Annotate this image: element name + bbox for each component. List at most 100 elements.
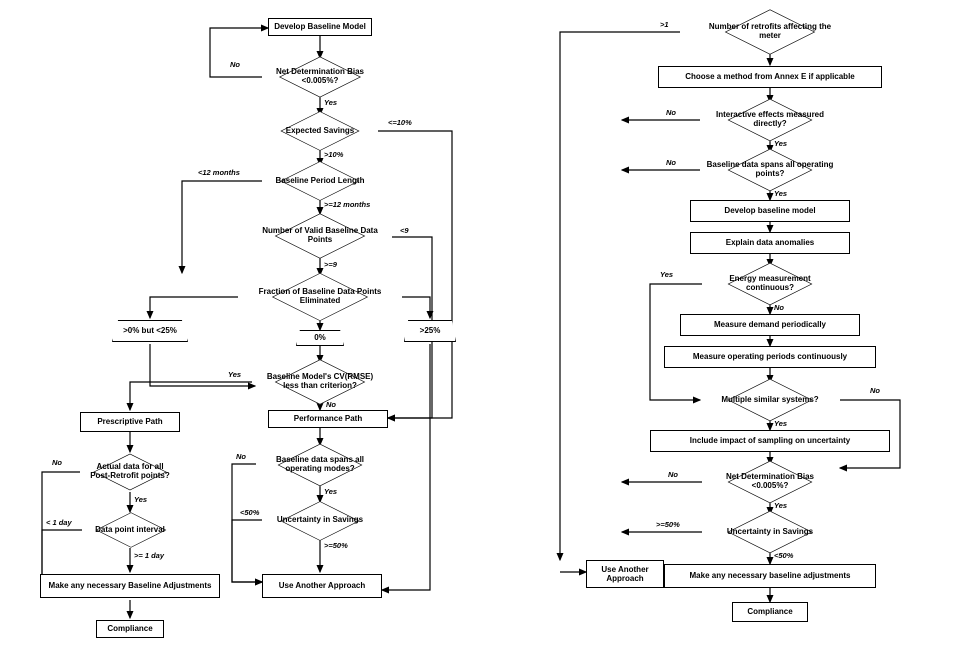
node-compliance-left: Compliance: [96, 620, 164, 638]
node-trap-0-25: >0% but <25%: [112, 320, 188, 342]
node-use-another-left: Use Another Approach: [262, 574, 382, 598]
label: Number of Valid Baseline Data Points: [248, 214, 392, 258]
label: Develop Baseline Model: [274, 22, 366, 31]
edge-label: No: [870, 386, 880, 395]
node-prescriptive-path: Prescriptive Path: [80, 412, 180, 432]
edge-label: No: [668, 470, 678, 479]
edge-label: <12 months: [198, 168, 240, 177]
node-multiple-systems: Multiple similar systems?: [698, 382, 842, 418]
edge-label: No: [774, 303, 784, 312]
edge-label: Yes: [774, 501, 787, 510]
label: Baseline data spans all operating points…: [698, 152, 842, 188]
edge-label: >10%: [324, 150, 343, 159]
label: Performance Path: [294, 414, 362, 423]
edge-label: No: [52, 458, 62, 467]
node-baseline-spans-points: Baseline data spans all operating points…: [698, 152, 842, 188]
node-trap-25: >25%: [404, 320, 456, 342]
label: Baseline Model's CV(RMSE) less than crit…: [250, 362, 390, 402]
node-retrofits-count: Number of retrofits affecting the meter: [694, 14, 846, 50]
edge-label: Yes: [134, 495, 147, 504]
node-compliance-right: Compliance: [732, 602, 808, 622]
label: Uncertainty in Savings: [700, 514, 840, 550]
edge-label: <50%: [774, 551, 793, 560]
edge-label: No: [230, 60, 240, 69]
label: Multiple similar systems?: [698, 382, 842, 418]
node-explain-anomalies: Explain data anomalies: [690, 232, 850, 254]
flowchart-canvas: Develop Baseline Model Net Determination…: [0, 0, 980, 669]
label: Develop baseline model: [724, 206, 815, 215]
edge-label: <50%: [240, 508, 259, 517]
edge-label: <=10%: [388, 118, 412, 127]
label: Explain data anomalies: [726, 238, 814, 247]
edge-label: >=50%: [656, 520, 680, 529]
label: Baseline Period Length: [262, 165, 378, 198]
label: Net Determination Bias <0.005%?: [700, 464, 840, 500]
node-expected-savings: Expected Savings: [262, 115, 378, 148]
label: Energy measurement continuous?: [698, 266, 842, 302]
label: Compliance: [747, 607, 792, 616]
node-measure-demand: Measure demand periodically: [680, 314, 860, 336]
node-fraction-eliminated: Fraction of Baseline Data Points Elimina…: [236, 275, 404, 319]
label: Expected Savings: [262, 115, 378, 148]
label: Compliance: [107, 624, 152, 633]
label: Data point interval: [80, 512, 180, 548]
edge-label: Yes: [324, 98, 337, 107]
edge-label: Yes: [324, 487, 337, 496]
edge-label: >=12 months: [324, 200, 370, 209]
label: Include impact of sampling on uncertaint…: [690, 436, 850, 445]
label: Number of retrofits affecting the meter: [694, 14, 846, 50]
node-trap-0: 0%: [296, 330, 344, 346]
node-data-point-interval: Data point interval: [80, 512, 180, 548]
label: >0% but <25%: [123, 326, 177, 335]
edge-label: No: [236, 452, 246, 461]
node-measure-periods: Measure operating periods continuously: [664, 346, 876, 368]
label: Use Another Approach: [279, 581, 366, 590]
edge-label: >1: [660, 20, 669, 29]
label: Use Another Approach: [589, 565, 661, 583]
label: Actual data for all Post-Retrofit points…: [78, 452, 182, 492]
node-net-bias-right: Net Determination Bias <0.005%?: [700, 464, 840, 500]
label: Baseline data spans all operating modes?: [254, 445, 386, 485]
edge-label: No: [666, 108, 676, 117]
label: Interactive effects measured directly?: [698, 102, 842, 138]
edge-label: No: [326, 400, 336, 409]
node-sampling-impact: Include impact of sampling on uncertaint…: [650, 430, 890, 452]
node-baseline-period-length: Baseline Period Length: [262, 165, 378, 198]
edge-label: Yes: [774, 189, 787, 198]
label: Measure demand periodically: [714, 320, 826, 329]
node-uncertainty-savings-left: Uncertainty in Savings: [260, 502, 380, 538]
node-uncertainty-right: Uncertainty in Savings: [700, 514, 840, 550]
label: >25%: [420, 326, 441, 335]
label: Make any necessary baseline adjustments: [690, 571, 851, 580]
edge-label: >= 1 day: [134, 551, 164, 560]
label: Make any necessary Baseline Adjustments: [49, 581, 212, 590]
edge-label: >=50%: [324, 541, 348, 550]
node-interactive-effects: Interactive effects measured directly?: [698, 102, 842, 138]
edge-label: No: [666, 158, 676, 167]
label: Uncertainty in Savings: [260, 502, 380, 538]
node-annex-e: Choose a method from Annex E if applicab…: [658, 66, 882, 88]
node-performance-path: Performance Path: [268, 410, 388, 428]
label: Net Determination Bias <0.005%?: [262, 58, 378, 96]
node-net-bias: Net Determination Bias <0.005%?: [262, 58, 378, 96]
label: 0%: [314, 333, 326, 342]
edge-label: < 1 day: [46, 518, 72, 527]
edge-label: Yes: [774, 139, 787, 148]
edge-label: >=9: [324, 260, 337, 269]
node-valid-baseline-points: Number of Valid Baseline Data Points: [248, 214, 392, 258]
edge-label: <9: [400, 226, 409, 235]
node-baseline-spans-modes: Baseline data spans all operating modes?: [254, 445, 386, 485]
label: Prescriptive Path: [97, 417, 162, 426]
node-actual-data: Actual data for all Post-Retrofit points…: [78, 452, 182, 492]
label: Choose a method from Annex E if applicab…: [685, 72, 855, 81]
edge-label: Yes: [774, 419, 787, 428]
label: Fraction of Baseline Data Points Elimina…: [236, 275, 404, 319]
node-energy-continuous: Energy measurement continuous?: [698, 266, 842, 302]
node-baseline-adjustments-right: Make any necessary baseline adjustments: [664, 564, 876, 588]
edge-label: Yes: [228, 370, 241, 379]
node-baseline-adjustments-left: Make any necessary Baseline Adjustments: [40, 574, 220, 598]
node-use-another-right: Use Another Approach: [586, 560, 664, 588]
node-develop-baseline: Develop baseline model: [690, 200, 850, 222]
label: Measure operating periods continuously: [693, 352, 847, 361]
node-develop-baseline-model: Develop Baseline Model: [268, 18, 372, 36]
